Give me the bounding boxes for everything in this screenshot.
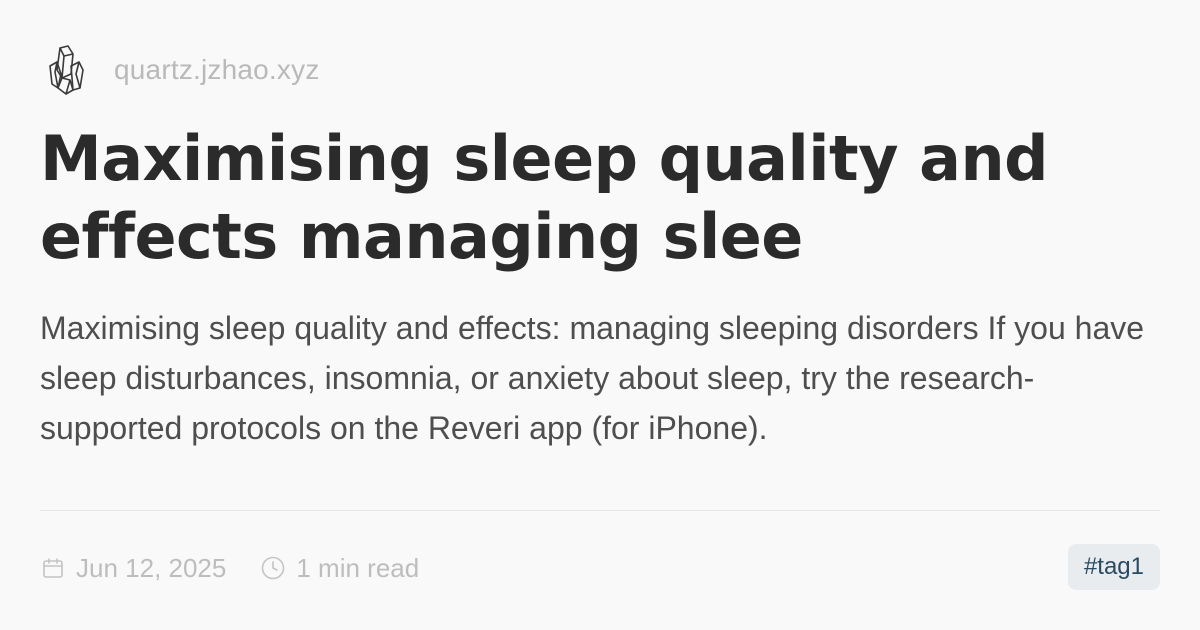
site-host: quartz.jzhao.xyz <box>114 54 320 85</box>
date-meta: Jun 12, 2025 <box>40 553 226 584</box>
calendar-icon <box>40 555 66 581</box>
reading-time: 1 min read <box>296 552 420 583</box>
page-title: Maximising sleep quality and effects man… <box>40 122 1048 273</box>
reading-time-meta: 1 min read <box>260 553 419 584</box>
publish-date: Jun 12, 2025 <box>76 552 227 583</box>
meta-row: Jun 12, 2025 1 min read <box>40 548 419 588</box>
site-header: quartz.jzhao.xyz <box>40 40 320 100</box>
clock-icon <box>260 555 286 581</box>
divider <box>40 510 1160 511</box>
page-description: Maximising sleep quality and effects: ma… <box>40 310 1145 446</box>
crystal-quartz-icon <box>40 42 92 98</box>
tag-badge[interactable]: #tag1 <box>1067 544 1160 590</box>
